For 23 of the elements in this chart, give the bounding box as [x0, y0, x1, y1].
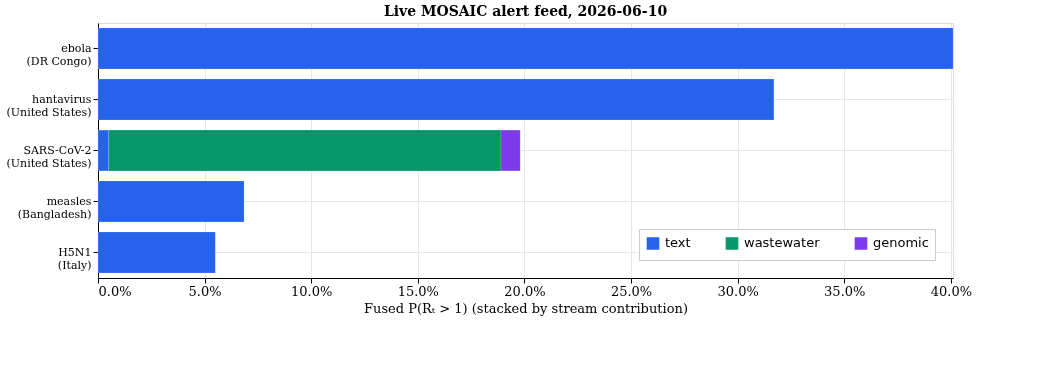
- legend-label: genomic: [873, 235, 929, 251]
- x-tick-label: 5.0%: [188, 283, 222, 299]
- x-tick-label: 25.0%: [610, 283, 653, 299]
- x-tick-label: 30.0%: [717, 283, 759, 299]
- x-tick-label: 40.0%: [930, 283, 973, 299]
- bar: [97, 78, 775, 121]
- y-tick-label: H5N1 (Italy): [57, 245, 92, 272]
- y-tick-label: SARS-CoV-2 (United States): [6, 143, 92, 170]
- x-tick-label: 10.0%: [291, 283, 333, 299]
- chart-title: Live MOSAIC alert feed, 2026-06-10: [383, 3, 668, 19]
- y-tick-label: ebola (DR Congo): [26, 41, 92, 68]
- bar: [97, 231, 216, 274]
- x-tick-label: 15.0%: [397, 283, 439, 299]
- bar: [97, 27, 954, 70]
- bar: [97, 180, 245, 223]
- legend-label: wastewater: [744, 235, 821, 251]
- x-tick-label: 0.0%: [98, 283, 132, 299]
- x-tick-label: 20.0%: [504, 283, 546, 299]
- x-tick-label: 35.0%: [824, 283, 866, 299]
- y-tick-label: hantavirus (United States): [6, 92, 92, 119]
- y-tick-label: measles (Bangladesh): [17, 194, 92, 221]
- x-axis-title: Fused P(Rₜ > 1) (stacked by stream contribution): [364, 300, 688, 316]
- legend-label: text: [665, 235, 691, 251]
